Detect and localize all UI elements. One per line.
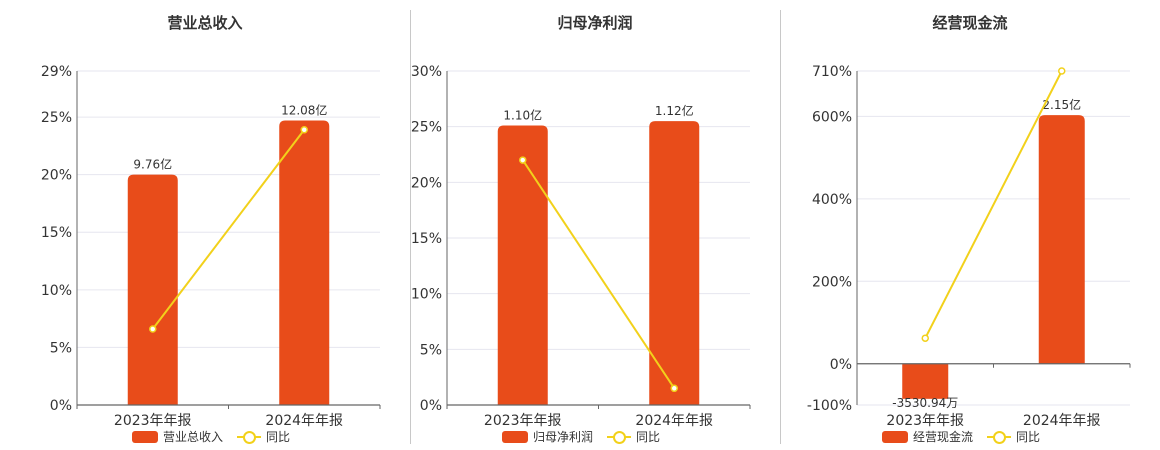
y-tick-label: 5% (50, 340, 72, 356)
bar-data-label: -3530.94万 (892, 396, 958, 410)
legend-line-swatch (607, 430, 632, 444)
chart-title: 营业总收入 (167, 14, 243, 32)
y-tick-label: 600% (812, 109, 852, 125)
yoy-point (300, 125, 308, 134)
yoy-point (149, 325, 157, 333)
y-tick-label: 200% (812, 274, 852, 290)
yoy-line (151, 129, 306, 330)
y-tick-label: 0% (50, 398, 72, 414)
y-tick-label: -100% (807, 398, 852, 414)
chart-svg: 0% 5% 10% 15% 20% 25% 30% 1.10亿 1.12亿 2023年年报 2024… (411, 64, 751, 429)
y-tick-label: 15% (41, 225, 72, 241)
legend-line-label: 同比 (1016, 430, 1041, 444)
panel-divider (410, 10, 411, 444)
y-tick-label: 15% (411, 231, 442, 247)
x-tick-label: 2024年年报 (265, 413, 343, 429)
chart-title: 经营现金流 (932, 14, 1008, 32)
bar (1038, 115, 1085, 364)
y-tick-label: 30% (411, 64, 442, 80)
panel-divider (780, 10, 781, 444)
x-tick-label: 2023年年报 (886, 413, 964, 429)
bar-data-label: 1.10亿 (503, 108, 542, 123)
legend-line-swatch (987, 430, 1012, 444)
y-tick-label: 400% (812, 192, 852, 208)
bar-data-label: 1.12亿 (655, 103, 694, 118)
chart-title: 归母净利润 (557, 14, 633, 32)
legend-line-label: 同比 (636, 430, 661, 444)
legend-bar-swatch (502, 430, 528, 443)
yoy-line (924, 70, 1063, 339)
y-tick-label: 20% (411, 175, 442, 191)
bar (127, 174, 178, 405)
y-tick-label: 10% (41, 283, 72, 299)
chart-panel-cash-flow: 经营现金流 -100% 0% 200% 400% 600% 710% -3530.94万 2.… (780, 0, 1160, 450)
y-tick-label: 25% (411, 120, 442, 136)
bar (279, 120, 330, 405)
yoy-point (1058, 67, 1066, 75)
legend-bar-swatch (882, 430, 908, 443)
chart-svg: -100% 0% 200% 400% 600% 710% -3530.94万 2.15亿 202… (807, 64, 1131, 429)
chart-panel-revenue: 营业总收入 0% 5% 10% 15% 20% 25% 29% 9.76亿 12.08亿 2023… (0, 0, 410, 450)
chart-legend: 营业总收入 同比 (132, 428, 290, 444)
x-tick-label: 2024年年报 (1023, 413, 1101, 429)
y-tick-label: 10% (411, 287, 442, 303)
yoy-point (670, 384, 678, 393)
yoy-point (921, 334, 929, 342)
y-tick-label: 0% (420, 398, 442, 414)
yoy-point (519, 156, 527, 164)
yoy-line (521, 159, 676, 389)
legend-bar-label: 经营现金流 (913, 430, 974, 444)
bar-data-label: 12.08亿 (281, 103, 327, 118)
legend-bar-label: 归母净利润 (533, 430, 594, 444)
x-tick-label: 2023年年报 (484, 413, 562, 429)
chart-legend: 经营现金流 同比 (882, 428, 1040, 444)
legend-bar-swatch (132, 430, 158, 443)
chart-panel-net-profit: 归母净利润 0% 5% 10% 15% 20% 25% 30% 1.10亿 1.12亿 2023年… (410, 0, 780, 450)
chart-legend: 归母净利润 同比 (502, 428, 660, 444)
y-tick-label: 5% (420, 342, 442, 358)
x-tick-label: 2023年年报 (114, 413, 192, 429)
y-tick-label: 710% (812, 64, 852, 80)
y-tick-label: 29% (41, 64, 72, 80)
y-tick-label: 20% (41, 168, 72, 184)
legend-bar-label: 营业总收入 (163, 430, 224, 444)
bar-data-label: 2.15亿 (1042, 97, 1081, 112)
legend-line-label: 同比 (266, 430, 291, 444)
y-tick-label: 25% (41, 110, 72, 126)
legend-line-swatch (237, 430, 262, 444)
bar-data-label: 9.76亿 (133, 157, 172, 172)
x-tick-label: 2024年年报 (635, 413, 713, 429)
y-tick-label: 0% (830, 357, 852, 373)
bar (649, 121, 700, 405)
bar (902, 363, 949, 399)
bar (497, 125, 548, 405)
chart-svg: 0% 5% 10% 15% 20% 25% 29% 9.76亿 12.08亿 2023年年报 202… (41, 64, 381, 429)
